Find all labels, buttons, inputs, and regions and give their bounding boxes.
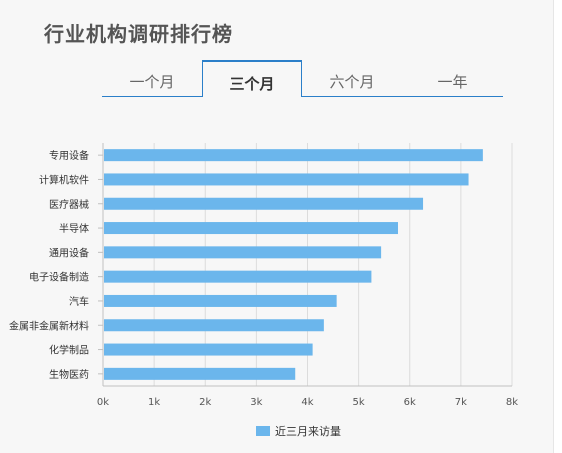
category-label: 专用设备 <box>49 149 89 162</box>
bar[interactable] <box>104 246 382 259</box>
category-label: 生物医药 <box>49 368 89 381</box>
category-label: 医疗器械 <box>49 198 89 211</box>
category-label: 通用设备 <box>49 246 89 259</box>
category-label: 金属非金属新材料 <box>9 319 89 332</box>
bar[interactable] <box>104 367 296 380</box>
legend[interactable]: 近三月来访量 <box>256 423 341 439</box>
x-tick-label: 2k <box>199 397 211 408</box>
tab-three-months[interactable]: 三个月 <box>202 60 302 97</box>
bar[interactable] <box>104 222 398 235</box>
category-label: 半导体 <box>59 222 89 235</box>
x-tick-label: 1k <box>148 397 160 408</box>
category-label: 化学制品 <box>49 344 89 357</box>
legend-swatch <box>256 426 270 436</box>
bar[interactable] <box>104 173 469 186</box>
tab-six-months[interactable]: 六个月 <box>329 73 375 91</box>
bar[interactable] <box>104 149 483 162</box>
bar[interactable] <box>104 294 337 307</box>
tabs-baseline <box>102 96 503 97</box>
bar[interactable] <box>104 319 324 332</box>
x-tick-label: 7k <box>455 397 467 408</box>
x-tick-label: 5k <box>353 397 365 408</box>
period-tabs: 一个月 三个月 六个月 一年 <box>102 60 503 97</box>
bar[interactable] <box>104 270 372 283</box>
bar[interactable] <box>104 197 424 210</box>
category-label: 汽车 <box>69 295 89 308</box>
bar[interactable] <box>104 343 313 356</box>
page-title: 行业机构调研排行榜 <box>44 22 233 46</box>
tab-one-year[interactable]: 一年 <box>437 73 468 91</box>
x-tick-label: 4k <box>301 397 313 408</box>
legend-label: 近三月来访量 <box>275 425 341 438</box>
category-label: 电子设备制造 <box>29 271 89 284</box>
tab-one-month[interactable]: 一个月 <box>129 73 175 91</box>
x-tick-label: 0k <box>97 397 109 408</box>
category-label: 计算机软件 <box>39 173 89 186</box>
x-tick-label: 6k <box>404 397 416 408</box>
scrollbar-track[interactable] <box>553 0 562 453</box>
x-tick-label: 8k <box>506 397 518 408</box>
x-tick-label: 3k <box>250 397 262 408</box>
